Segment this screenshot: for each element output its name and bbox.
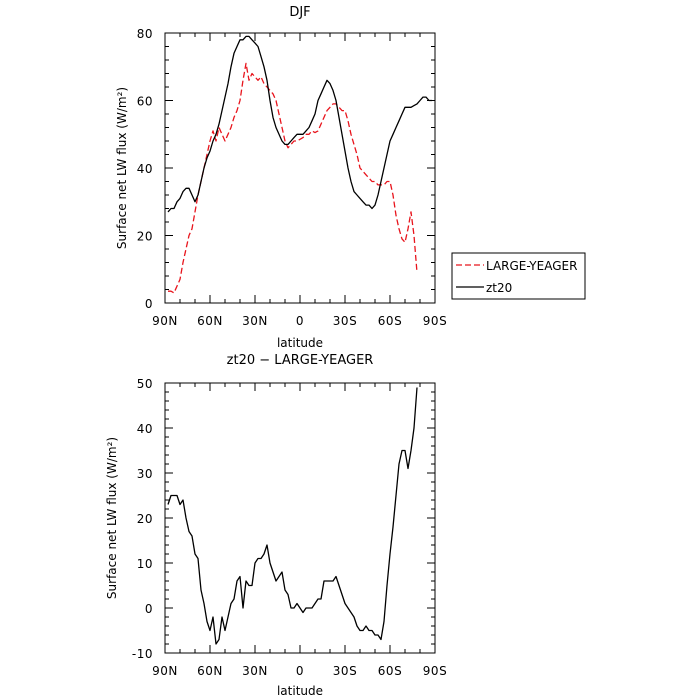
x-axis-label: latitude xyxy=(277,336,323,350)
x-tick-label: 30S xyxy=(333,664,357,678)
x-tick-label: 30N xyxy=(242,314,268,328)
x-tick-label: 60S xyxy=(378,664,402,678)
legend: LARGE-YEAGER zt20 xyxy=(451,252,586,300)
axes-layer: 90N 60N 30N 0 30S 60S 90S -10 0 10 20 30 40 50 xyxy=(132,377,447,678)
chart-djf: DJF Surface net LW flux (W/m²) latitude … xyxy=(115,5,447,350)
x-axis-label: latitude xyxy=(277,684,323,698)
x-tick-label: 0 xyxy=(296,314,304,328)
x-tick-label: 30S xyxy=(333,314,357,328)
legend-label-large-yeager: LARGE-YEAGER xyxy=(486,259,577,273)
x-tick-label: 0 xyxy=(296,664,304,678)
y-tick-label: 50 xyxy=(137,377,153,391)
y-tick-label: 10 xyxy=(137,557,153,571)
x-tick-label: 30N xyxy=(242,664,268,678)
y-axis-label: Surface net LW flux (W/m²) xyxy=(105,437,119,599)
plot-frame xyxy=(164,32,436,304)
y-tick-label: 80 xyxy=(137,27,153,41)
chart-difference: zt20 − LARGE-YEAGER Surface net LW flux … xyxy=(105,353,447,698)
legend-label-zt20: zt20 xyxy=(486,281,512,295)
y-tick-label: 0 xyxy=(145,602,153,616)
series-line-difference xyxy=(167,387,418,645)
chart-title: zt20 − LARGE-YEAGER xyxy=(227,353,374,368)
x-tick-label: 60N xyxy=(197,314,223,328)
y-tick-label: 0 xyxy=(145,297,153,311)
y-tick-label: 40 xyxy=(137,422,153,436)
x-tick-label: 90N xyxy=(152,664,178,678)
x-tick-label: 60S xyxy=(378,314,402,328)
y-tick-label: 40 xyxy=(137,162,153,176)
y-tick-label: -10 xyxy=(132,647,153,661)
y-tick-label: 60 xyxy=(137,95,153,109)
legend-box xyxy=(451,252,586,300)
series-line-large-yeager xyxy=(168,62,418,294)
chart-title: DJF xyxy=(289,5,310,20)
y-tick-label: 20 xyxy=(137,512,153,526)
y-tick-label: 30 xyxy=(137,467,153,481)
series-line-zt20 xyxy=(167,35,432,213)
y-tick-label: 20 xyxy=(137,230,153,244)
x-tick-label: 90N xyxy=(152,314,178,328)
x-tick-label: 90S xyxy=(423,314,447,328)
series-layer xyxy=(167,35,432,294)
y-axis-label: Surface net LW flux (W/m²) xyxy=(115,87,129,249)
series-layer xyxy=(167,387,418,645)
x-tick-label: 90S xyxy=(423,664,447,678)
x-tick-label: 60N xyxy=(197,664,223,678)
axes-layer: 90N 60N 30N 0 30S 60S 90S 0 20 40 60 80 xyxy=(137,27,447,328)
